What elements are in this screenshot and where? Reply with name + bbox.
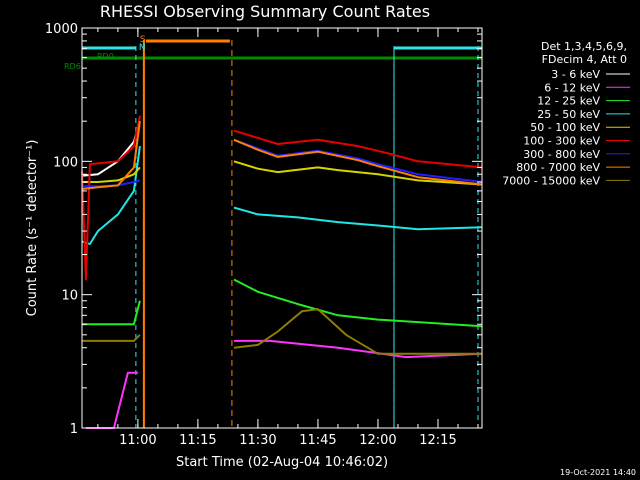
series-line-3 — [81, 145, 483, 245]
x-tick-label-1: 11:15 — [179, 433, 216, 448]
legend-label-3: 25 - 50 keV — [537, 108, 600, 121]
legend-label-2: 12 - 25 keV — [537, 95, 600, 108]
rd6-label: RD6 — [64, 62, 81, 71]
legend-label-0: 3 - 6 keV — [551, 68, 600, 81]
x-axis-label: Start Time (02-Aug-04 10:46:02) — [176, 455, 388, 470]
chart-title: RHESSI Observing Summary Count Rates — [100, 2, 430, 21]
legend-label-7: 800 - 7000 keV — [516, 161, 600, 174]
x-tick-label-2: 11:30 — [239, 433, 276, 448]
plot-frame — [81, 27, 483, 429]
flag-layer: SN RD0 RD6 — [64, 35, 482, 428]
series-line-5 — [81, 115, 483, 281]
rd0-label: RD0 — [97, 52, 114, 61]
black-spike-fill-1 — [277, 387, 286, 428]
x-tick-label-3: 11:45 — [299, 433, 336, 448]
legend-label-1: 6 - 12 keV — [544, 81, 600, 94]
series-line-8 — [82, 308, 482, 355]
legend-header-0: Det 1,3,4,5,6,9, — [541, 40, 627, 53]
y-axis-label: Count Rate (s⁻¹ detector⁻¹) — [25, 140, 40, 317]
saa-flag-label: S — [140, 35, 146, 45]
legend-label-4: 50 - 100 keV — [530, 121, 600, 134]
legend: Det 1,3,4,5,6,9,FDecim 4, Att 0 3 - 6 keV… — [502, 40, 630, 187]
y-tick-label-2: 100 — [53, 155, 78, 170]
legend-label-8: 7000 - 15000 keV — [502, 174, 600, 187]
black-spike-fill-0 — [269, 387, 278, 428]
series-line-4 — [82, 160, 483, 186]
y-tick-label-3: 1000 — [45, 22, 78, 37]
night-flag-label: N — [139, 43, 146, 53]
x-tick-label-5: 12:15 — [419, 433, 456, 448]
timestamp: 19-Oct-2021 14:40 — [560, 468, 636, 477]
series-line-7 — [81, 121, 483, 190]
axis-layer: 1 10 100 1000 11:00 11:15 11:30 11:45 12:00 12:15 — [45, 22, 482, 448]
y-tick-label-1: 10 — [61, 289, 78, 304]
legend-label-5: 100 - 300 keV — [523, 135, 600, 148]
x-tick-label-4: 12:00 — [359, 433, 396, 448]
x-tick-label-0: 11:00 — [119, 433, 156, 448]
y-tick-label-0: 1 — [70, 422, 78, 437]
legend-header-1: FDecim 4, Att 0 — [542, 53, 627, 66]
legend-label-6: 300 - 800 keV — [523, 148, 600, 161]
